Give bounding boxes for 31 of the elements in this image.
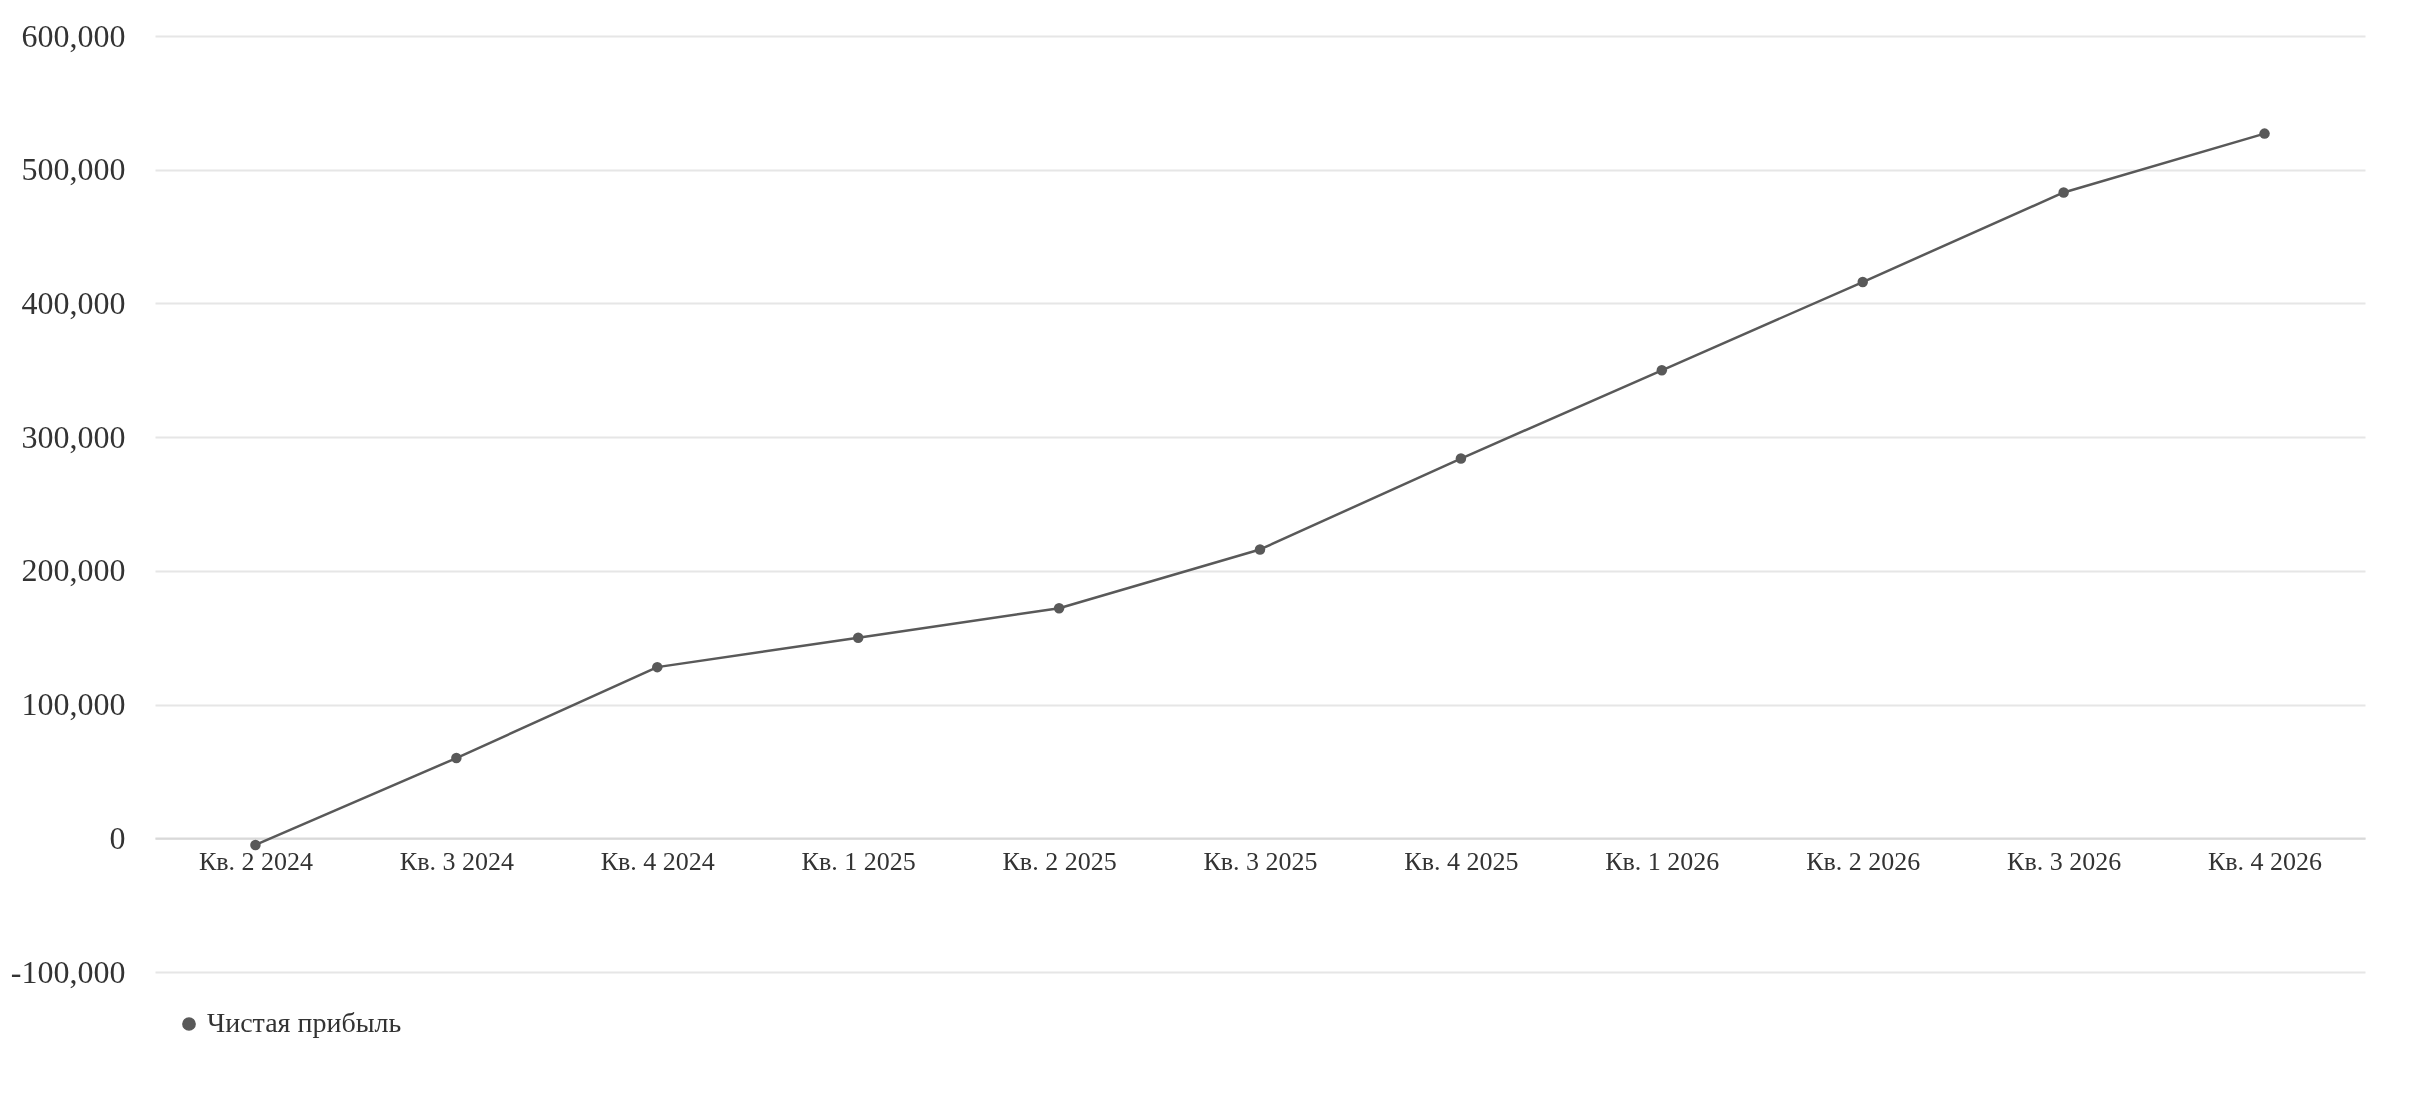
y-tick-label: 400,000 [21, 284, 126, 321]
x-tick-label: Кв. 2 2026 [1806, 846, 1921, 876]
point [2058, 187, 2069, 198]
point [1254, 544, 1266, 555]
y-tick-label: -100,000 [10, 953, 126, 990]
y-tick-label: 0 [109, 819, 126, 856]
x-tick-label: Кв. 3 2025 [1203, 846, 1318, 876]
x-tick-label: Кв. 4 2026 [2207, 846, 2323, 876]
legend-label: Чистая прибыль [207, 1007, 402, 1038]
y-tick-label: 200,000 [21, 552, 126, 589]
point [652, 661, 663, 673]
x-tick-label: Кв. 1 2025 [801, 846, 916, 876]
y-tick-label: 100,000 [21, 686, 126, 723]
x-tick-label: Кв. 1 2026 [1605, 846, 1720, 876]
x-tick-label: Кв. 4 2025 [1404, 846, 1519, 876]
point [1455, 453, 1467, 464]
x-tick-label: Кв. 3 2024 [399, 846, 514, 876]
point [852, 632, 864, 643]
point [2259, 128, 2270, 139]
point [1857, 276, 1868, 288]
point [1053, 603, 1065, 614]
x-tick-label: Кв. 3 2026 [2007, 846, 2122, 876]
x-tick-label: Кв. 2 2025 [1002, 846, 1117, 876]
y-tick-label: 500,000 [21, 151, 126, 188]
y-tick-label: 600,000 [21, 17, 126, 54]
point [1656, 365, 1668, 376]
x-tick-label: Кв. 2 2024 [198, 846, 314, 876]
point [451, 752, 462, 764]
y-tick-label: 300,000 [21, 418, 126, 455]
x-tick-label: Кв. 4 2024 [600, 846, 715, 876]
point [250, 839, 261, 851]
